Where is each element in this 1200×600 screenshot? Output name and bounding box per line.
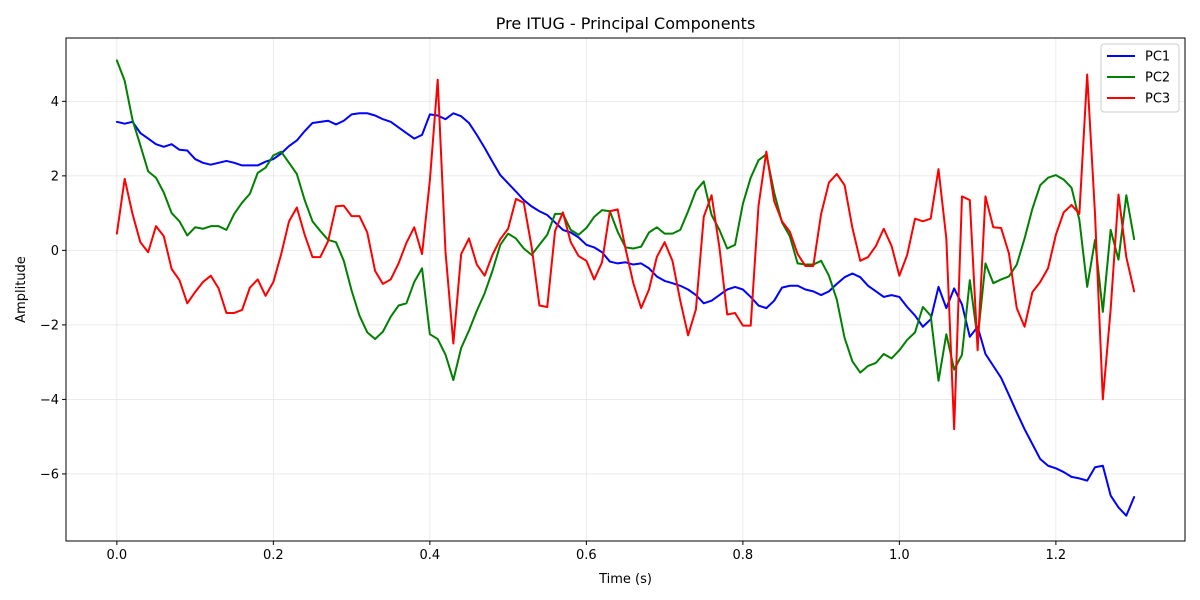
x-tick-label: 0.8: [733, 548, 754, 563]
y-tick-label: 4: [51, 95, 59, 110]
x-tick-label: 0.2: [263, 548, 284, 563]
x-tick-label: 0.4: [420, 548, 441, 563]
y-tick-label: −4: [40, 393, 59, 408]
legend-label-pc3: PC3: [1145, 92, 1170, 107]
y-axis-ticks: −6 −4 −2 0 2 4: [40, 95, 66, 482]
plot-frame: [65, 37, 1186, 542]
legend-box: [1100, 43, 1180, 113]
x-tick-label: 1.2: [1046, 548, 1067, 563]
chart-title: Pre ITUG - Principal Components: [496, 14, 756, 33]
y-tick-label: 2: [51, 169, 59, 184]
x-axis-ticks: 0.0 0.2 0.4 0.6 0.8 1.0 1.2: [107, 541, 1067, 563]
y-tick-label: −2: [40, 318, 59, 333]
series-lines: [115, 59, 1136, 517]
legend: PC1 PC2 PC3: [1100, 43, 1180, 113]
x-tick-label: 1.0: [889, 548, 910, 563]
series-line-pc3: [115, 73, 1136, 431]
series-line-pc1: [115, 112, 1136, 517]
x-tick-label: 0.0: [107, 548, 128, 563]
legend-label-pc1: PC1: [1145, 50, 1170, 65]
y-axis-label: Amplitude: [14, 256, 29, 323]
y-tick-label: −6: [40, 467, 59, 482]
legend-label-pc2: PC2: [1145, 71, 1170, 86]
x-tick-label: 0.6: [576, 548, 597, 563]
y-tick-label: 0: [51, 244, 59, 259]
x-axis-label: Time (s): [598, 572, 652, 587]
